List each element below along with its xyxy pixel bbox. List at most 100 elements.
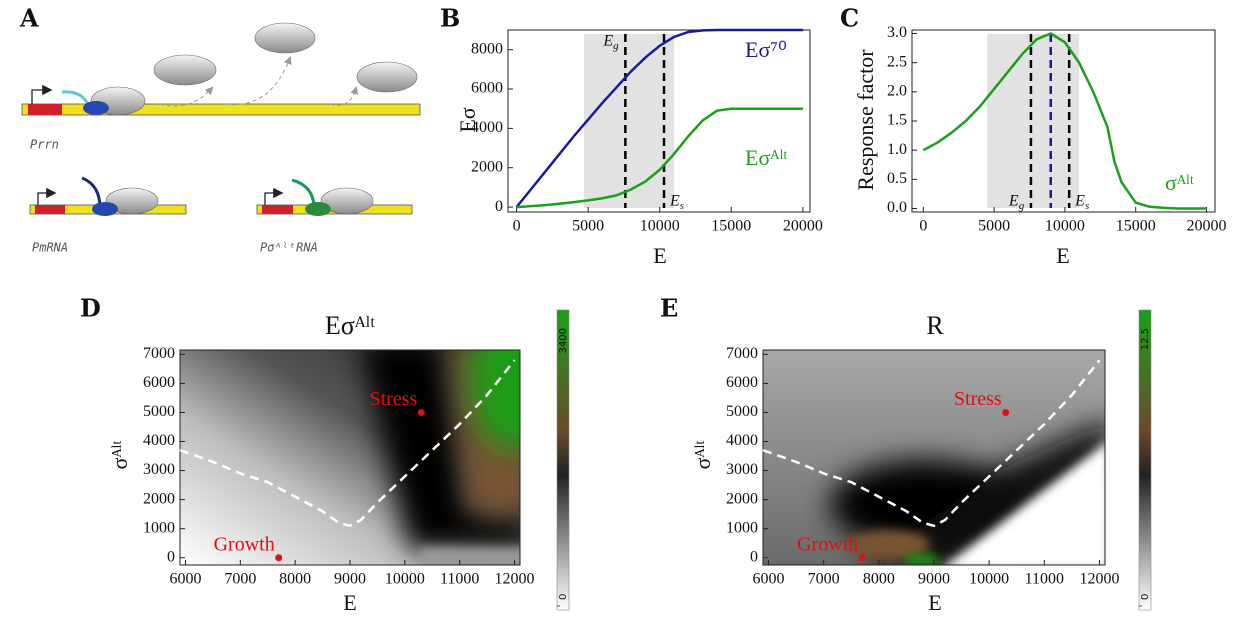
y-tick-label: 1.5	[887, 112, 907, 129]
x-axis-label: E	[928, 590, 941, 615]
point-label: Growth	[214, 533, 275, 555]
x-tick-label: 11000	[1025, 571, 1064, 588]
x-tick-label: 6000	[753, 571, 785, 588]
x-tick-label: 0	[513, 218, 521, 235]
series-label: Eσᴬˡᵗ	[745, 145, 787, 170]
diagram: A Prrn PmRNA PσᴬˡᵗRNA	[19, 4, 421, 255]
y-tick-label: 4000	[471, 119, 503, 136]
x-axis-label: E	[653, 243, 666, 268]
chart-title: Eσᴬˡᵗ	[325, 311, 375, 340]
x-tick-label: 0	[919, 218, 927, 235]
y-tick-label: 1.0	[887, 141, 907, 158]
shaded-region	[583, 34, 675, 208]
panel-label: D	[80, 294, 101, 323]
heatmap-image	[180, 350, 520, 565]
x-axis-label: E	[343, 590, 356, 615]
x-tick-label: 15000	[711, 218, 751, 235]
series-label: Eσ⁷⁰	[745, 37, 787, 62]
x-tick-label: 20000	[783, 218, 823, 235]
y-tick-label: 0.5	[887, 170, 907, 187]
colorbar-tick-label: 12.5	[1140, 328, 1151, 350]
diagram-label: PσᴬˡᵗRNA	[260, 241, 318, 255]
y-axis-label: Response factor	[853, 49, 878, 191]
line-series	[516, 107, 803, 209]
colorbar	[1138, 309, 1152, 611]
y-tick-label: 2000	[726, 490, 758, 507]
y-axis-label: σᴬˡᵗ	[107, 440, 132, 469]
panel-label: C	[840, 4, 859, 33]
y-tick-label: 0	[167, 548, 175, 565]
point	[275, 554, 283, 562]
y-tick-label: 4000	[726, 432, 758, 449]
plot-frame	[507, 29, 811, 213]
diagram-label: Prrn	[30, 138, 59, 152]
line-series	[515, 28, 803, 208]
x-tick-label: 6000	[169, 571, 201, 588]
y-tick-label: 2000	[143, 490, 175, 507]
x-tick-label: 15000	[1116, 218, 1156, 235]
x-tick-label: 10000	[969, 571, 1009, 588]
y-tick-label: 5000	[726, 403, 758, 420]
panel-label: A	[19, 4, 39, 33]
y-tick-label: 1000	[143, 519, 175, 536]
x-tick-label: 10000	[640, 218, 680, 235]
y-tick-label: 6000	[143, 374, 175, 391]
y-tick-label: 2000	[471, 158, 503, 175]
point-label: Growth	[797, 533, 858, 555]
diagram-label: PmRNA	[32, 241, 68, 255]
y-tick-label: 0	[495, 198, 503, 215]
x-tick-label: 10000	[1045, 218, 1085, 235]
panel-label: B	[440, 4, 460, 33]
y-tick-label: 8000	[471, 40, 503, 57]
line-series	[922, 32, 1207, 210]
x-tick-label: 12000	[495, 571, 535, 588]
y-tick-label: 6000	[471, 80, 503, 97]
y-tick-label: 2.0	[887, 83, 907, 100]
colorbar-tick-label: 0	[1140, 594, 1151, 600]
x-tick-label: 7000	[224, 571, 256, 588]
x-tick-label: 9000	[334, 571, 366, 588]
boundary-line	[179, 359, 516, 528]
x-tick-label: 7000	[808, 571, 840, 588]
y-tick-label: 0.0	[887, 199, 907, 216]
x-axis-label: E	[1056, 243, 1069, 268]
x-tick-label: 8000	[863, 571, 895, 588]
point-label: Stress	[954, 388, 1002, 410]
x-tick-label: 9000	[918, 571, 950, 588]
colorbar	[556, 309, 570, 611]
y-tick-label: 3.0	[887, 24, 907, 41]
point	[858, 554, 866, 562]
annotation: Es	[669, 193, 684, 212]
point	[417, 408, 425, 416]
shaded-region	[987, 34, 1080, 208]
x-tick-label: 12000	[1079, 571, 1119, 588]
x-tick-label: 5000	[978, 218, 1010, 235]
point	[1002, 408, 1010, 416]
point-label: Stress	[369, 388, 417, 410]
boundary-line	[762, 359, 1101, 528]
x-tick-label: 20000	[1187, 218, 1227, 235]
y-tick-label: 5000	[143, 403, 175, 420]
y-tick-label: 2.5	[887, 53, 907, 70]
y-tick-label: 7000	[143, 345, 175, 362]
annotation: Es	[1074, 193, 1089, 212]
x-tick-label: 10000	[385, 571, 425, 588]
y-tick-label: 3000	[143, 461, 175, 478]
x-tick-label: 5000	[572, 218, 604, 235]
y-tick-label: 0	[750, 548, 758, 565]
y-tick-label: 7000	[726, 345, 758, 362]
series-label: σᴬˡᵗ	[1165, 170, 1194, 195]
y-axis-label: Eσ	[455, 107, 480, 132]
heatmap-image	[763, 350, 1105, 565]
y-tick-label: 1000	[726, 519, 758, 536]
y-tick-label: 6000	[726, 374, 758, 391]
colorbar-tick-label: 0	[558, 594, 569, 600]
y-tick-label: 3000	[726, 461, 758, 478]
panel-label: E	[660, 294, 678, 323]
y-axis-label: σᴬˡᵗ	[690, 440, 715, 469]
y-tick-label: 4000	[143, 432, 175, 449]
x-tick-label: 8000	[279, 571, 311, 588]
x-tick-label: 11000	[440, 571, 479, 588]
chart-title: R	[926, 311, 944, 340]
